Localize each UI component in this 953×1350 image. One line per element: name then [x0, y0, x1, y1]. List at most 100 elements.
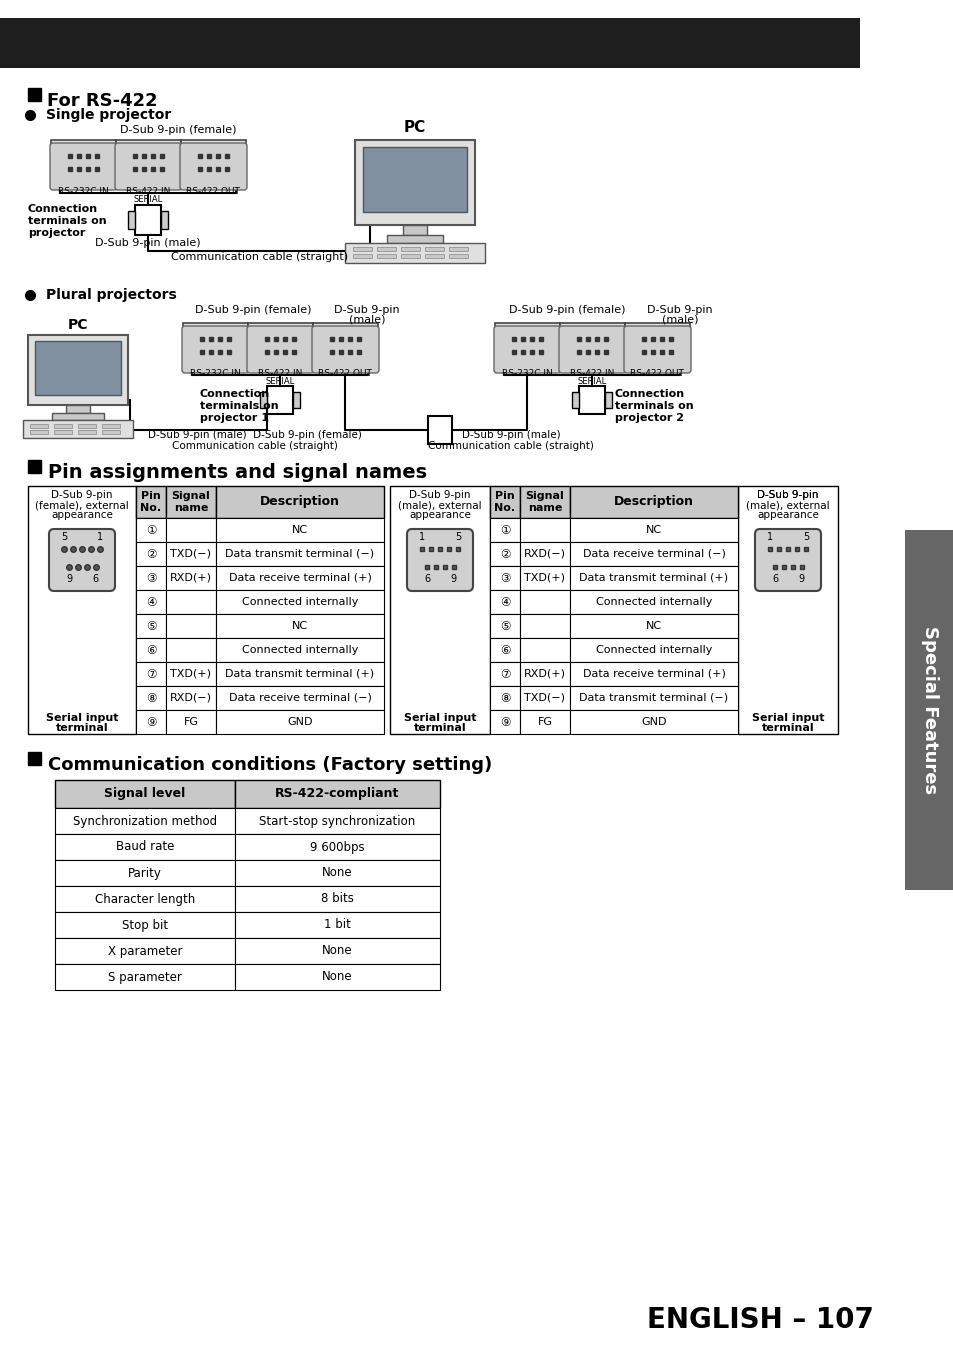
Bar — [449, 247, 468, 251]
Text: None: None — [321, 867, 352, 879]
Text: terminals on: terminals on — [28, 216, 107, 225]
Bar — [578, 386, 604, 414]
Text: PC: PC — [68, 319, 89, 332]
Text: D-Sub 9-pin (male)  D-Sub 9-pin (female): D-Sub 9-pin (male) D-Sub 9-pin (female) — [148, 431, 361, 440]
Bar — [51, 140, 116, 185]
Text: X parameter: X parameter — [108, 945, 182, 957]
Bar — [78, 424, 96, 428]
Text: ③: ③ — [146, 571, 156, 585]
Bar — [363, 147, 467, 212]
Bar — [569, 486, 738, 518]
Bar — [215, 639, 384, 662]
FancyBboxPatch shape — [407, 529, 473, 591]
Bar — [519, 590, 569, 614]
Text: TXD(+): TXD(+) — [524, 572, 565, 583]
Text: 8 bits: 8 bits — [320, 892, 353, 906]
Bar — [604, 392, 612, 408]
Bar — [28, 752, 41, 765]
Text: terminal: terminal — [760, 724, 814, 733]
Text: appearance: appearance — [409, 510, 471, 520]
Text: 6: 6 — [423, 574, 430, 585]
Text: ⑤: ⑤ — [146, 620, 156, 633]
Text: TXD(−): TXD(−) — [171, 549, 212, 559]
Bar — [355, 140, 475, 225]
Text: Description: Description — [260, 495, 339, 509]
Text: For RS-422: For RS-422 — [47, 92, 157, 109]
Bar — [183, 323, 248, 369]
Bar — [490, 662, 519, 686]
Text: Data transmit terminal (−): Data transmit terminal (−) — [225, 549, 375, 559]
Bar — [30, 431, 48, 433]
Text: Communication cable (straight): Communication cable (straight) — [172, 441, 337, 451]
Bar — [345, 243, 484, 263]
Text: Connected internally: Connected internally — [241, 597, 357, 608]
Bar — [569, 566, 738, 590]
Text: 1: 1 — [418, 532, 425, 541]
Text: terminal: terminal — [414, 724, 466, 733]
Text: Pin assignments and signal names: Pin assignments and signal names — [48, 463, 427, 482]
Bar — [400, 247, 419, 251]
Text: TXD(+): TXD(+) — [171, 670, 212, 679]
Bar — [353, 247, 372, 251]
Text: terminals on: terminals on — [615, 401, 693, 410]
Bar — [66, 405, 90, 413]
Text: Data transmit terminal (+): Data transmit terminal (+) — [578, 572, 728, 583]
Text: Special Features: Special Features — [920, 626, 938, 794]
Text: Description: Description — [614, 495, 693, 509]
Text: S parameter: S parameter — [108, 971, 182, 984]
Text: Data receive terminal (+): Data receive terminal (+) — [229, 572, 371, 583]
Bar — [490, 566, 519, 590]
FancyBboxPatch shape — [623, 325, 690, 373]
Text: Start-stop synchronization: Start-stop synchronization — [258, 814, 415, 828]
Text: ⑧: ⑧ — [146, 691, 156, 705]
Text: projector: projector — [28, 228, 85, 238]
Bar — [376, 247, 395, 251]
Bar — [248, 323, 313, 369]
Bar — [166, 710, 215, 734]
Text: Pin
No.: Pin No. — [494, 491, 515, 513]
Text: FG: FG — [537, 717, 552, 728]
Text: Connected internally: Connected internally — [596, 597, 712, 608]
Bar — [55, 886, 234, 913]
Bar — [519, 639, 569, 662]
Bar — [313, 323, 377, 369]
Text: FG: FG — [183, 717, 198, 728]
Text: Serial input: Serial input — [46, 713, 118, 724]
Bar — [904, 531, 953, 890]
Bar — [166, 614, 215, 639]
Bar — [519, 486, 569, 518]
Bar — [215, 662, 384, 686]
Text: NC: NC — [645, 525, 661, 535]
Text: GND: GND — [287, 717, 313, 728]
Text: RXD(+): RXD(+) — [523, 670, 565, 679]
Text: appearance: appearance — [51, 510, 112, 520]
Text: NC: NC — [292, 525, 308, 535]
Bar — [387, 235, 442, 243]
Text: (male), external: (male), external — [397, 500, 481, 510]
Text: Signal level: Signal level — [104, 787, 186, 801]
Text: D-Sub 9-pin (female): D-Sub 9-pin (female) — [120, 126, 236, 135]
Bar — [519, 686, 569, 710]
Text: RXD(−): RXD(−) — [523, 549, 565, 559]
Bar — [569, 590, 738, 614]
FancyBboxPatch shape — [494, 325, 560, 373]
Bar — [136, 518, 166, 541]
Text: 5: 5 — [61, 532, 67, 541]
Text: Synchronization method: Synchronization method — [72, 814, 217, 828]
Text: Character length: Character length — [94, 892, 195, 906]
Text: SERIAL: SERIAL — [133, 194, 162, 204]
Bar — [293, 392, 299, 408]
Text: RS-422 IN: RS-422 IN — [126, 186, 170, 196]
Text: ③: ③ — [499, 571, 510, 585]
Text: Signal
name: Signal name — [172, 491, 211, 513]
Bar — [569, 639, 738, 662]
Text: 9: 9 — [797, 574, 803, 585]
Bar — [495, 323, 559, 369]
Text: NC: NC — [292, 621, 308, 630]
Bar — [215, 590, 384, 614]
Bar — [35, 342, 121, 396]
Text: ⑧: ⑧ — [499, 691, 510, 705]
Text: ⑥: ⑥ — [499, 644, 510, 656]
Bar — [52, 413, 104, 420]
Text: (male): (male) — [349, 315, 385, 325]
